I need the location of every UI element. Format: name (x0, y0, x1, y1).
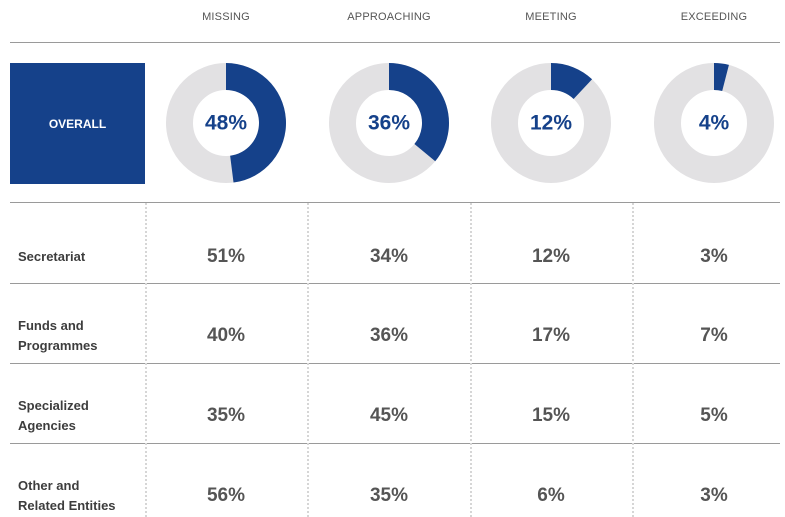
cell-value: 56% (206, 485, 246, 506)
cell-value: 7% (700, 325, 728, 346)
cell-value: 6% (537, 485, 565, 506)
donut-segment (226, 63, 287, 183)
overall-label: OVERALL (10, 63, 145, 184)
cell-value: 3% (700, 485, 728, 506)
dotted-divider (470, 203, 472, 517)
divider (10, 202, 780, 203)
cell-value: 34% (369, 246, 409, 267)
cell-value: 36% (369, 325, 409, 346)
row-label: Funds and Programmes (18, 318, 98, 353)
column-header: EXCEEDING (680, 11, 748, 23)
cell-value: 5% (700, 405, 728, 426)
donut-label: 48% (205, 112, 247, 135)
divider (10, 283, 780, 284)
cell-value: 17% (531, 325, 571, 346)
divider (10, 363, 780, 364)
divider (10, 443, 780, 444)
donut-label: 4% (699, 112, 730, 135)
column-header: MISSING (202, 11, 250, 23)
row-label: Specialized Agencies (18, 398, 89, 433)
dotted-divider (145, 203, 147, 517)
donut-label: 36% (368, 112, 410, 135)
cell-value: 15% (531, 405, 571, 426)
cell-value: 51% (206, 246, 246, 267)
cell-value: 45% (369, 405, 409, 426)
dotted-divider (307, 203, 309, 517)
donut-segment (389, 63, 450, 162)
cell-value: 35% (206, 405, 246, 426)
cell-value: 40% (206, 325, 246, 346)
cell-value: 3% (700, 246, 728, 267)
row-label: Secretariat (18, 249, 86, 264)
column-header: MEETING (525, 11, 577, 23)
cell-value: 12% (531, 246, 571, 267)
donut-segment (714, 63, 729, 92)
cell-value: 35% (369, 485, 409, 506)
column-header: APPROACHING (347, 11, 431, 23)
donut-label: 12% (530, 112, 572, 135)
divider (10, 42, 780, 43)
row-label: Other and Related Entities (18, 478, 116, 513)
dotted-divider (632, 203, 634, 517)
donut-segment (551, 63, 593, 99)
